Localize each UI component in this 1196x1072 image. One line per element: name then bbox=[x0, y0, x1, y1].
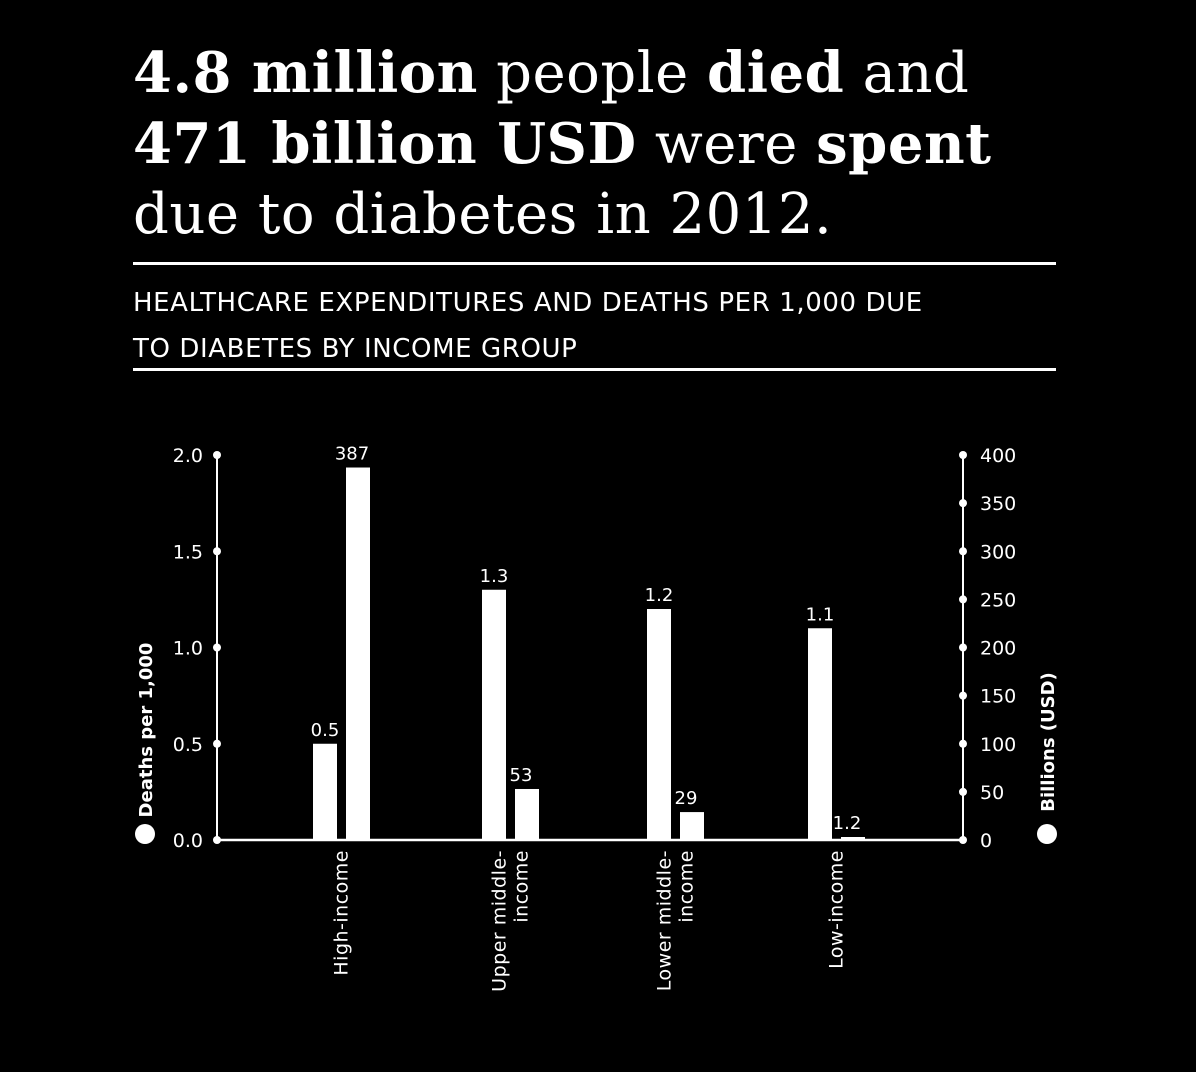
category-label: High-income bbox=[331, 850, 353, 976]
left-tick-label: 1.5 bbox=[173, 541, 203, 563]
subtitle-line-1: HEALTHCARE EXPENDITURES AND DEATHS PER 1… bbox=[133, 288, 923, 318]
category-label: Upper middle-income bbox=[489, 850, 533, 992]
right-tick-label: 0 bbox=[980, 830, 992, 852]
right-tick-dot bbox=[959, 691, 967, 700]
right-tick-label: 400 bbox=[980, 445, 1016, 467]
left-tick-dot bbox=[213, 836, 221, 844]
headline-line-1: 4.8 million people died and bbox=[133, 40, 970, 106]
headline: 4.8 million people died and 471 billion … bbox=[133, 38, 1093, 250]
right-tick-label: 150 bbox=[980, 686, 1016, 708]
bar-deaths bbox=[808, 628, 832, 840]
bar-spend bbox=[515, 788, 539, 840]
right-tick-dot bbox=[959, 499, 967, 508]
left-tick-label: 0.0 bbox=[173, 830, 203, 852]
category-label-line: income bbox=[511, 850, 533, 923]
chart-subtitle: HEALTHCARE EXPENDITURES AND DEATHS PER 1… bbox=[133, 280, 1056, 372]
left-tick-dot bbox=[213, 451, 221, 459]
left-tick-label: 1.0 bbox=[173, 638, 203, 660]
right-tick-dot bbox=[959, 643, 967, 652]
left-axis-title: Deaths per 1,000 bbox=[136, 643, 157, 818]
bar-spend bbox=[346, 467, 370, 840]
right-tick-label: 300 bbox=[980, 541, 1016, 563]
right-tick-dot bbox=[959, 451, 967, 459]
left-tick-label: 2.0 bbox=[173, 445, 203, 467]
category-label: Low-income bbox=[826, 850, 848, 969]
bar-value-label-deaths: 0.5 bbox=[311, 720, 340, 741]
right-tick-dot bbox=[959, 547, 967, 556]
bar-value-label-deaths: 1.2 bbox=[645, 585, 674, 606]
bar-deaths bbox=[313, 743, 337, 840]
bar-deaths bbox=[482, 589, 506, 840]
bottom-divider bbox=[133, 368, 1056, 371]
left-tick-dot bbox=[213, 739, 221, 748]
category-label-line: income bbox=[676, 850, 698, 923]
bar-spend bbox=[841, 837, 865, 840]
top-divider bbox=[133, 262, 1056, 265]
bar-value-label-deaths: 1.3 bbox=[480, 566, 509, 587]
right-tick-label: 100 bbox=[980, 734, 1016, 756]
left-tick-dot bbox=[213, 643, 221, 652]
category-label-line: Lower middle- bbox=[654, 850, 676, 991]
headline-line-3: due to diabetes in 2012. bbox=[133, 182, 833, 247]
right-tick-dot bbox=[959, 595, 967, 604]
left-tick-label: 0.5 bbox=[173, 734, 203, 756]
right-tick-dot bbox=[959, 836, 967, 844]
right-axis-title: Billions (USD) bbox=[1038, 672, 1059, 812]
subtitle-line-2: TO DIABETES BY INCOME GROUP bbox=[133, 334, 578, 364]
headline-line-2: 471 billion USD were spent bbox=[133, 111, 992, 177]
category-label-line: Upper middle- bbox=[489, 850, 511, 992]
right-tick-label: 200 bbox=[980, 638, 1016, 660]
left-tick-dot bbox=[213, 547, 221, 556]
right-tick-label: 50 bbox=[980, 782, 1004, 804]
right-tick-dot bbox=[959, 739, 967, 748]
category-label: Lower middle-income bbox=[654, 850, 698, 991]
category-label-line: Low-income bbox=[826, 850, 848, 969]
category-label-line: High-income bbox=[331, 850, 353, 976]
left-axis-marker-icon bbox=[135, 824, 155, 844]
bar-value-label-spend: 1.2 bbox=[833, 813, 862, 834]
bar-spend bbox=[680, 812, 704, 840]
right-tick-dot bbox=[959, 787, 967, 796]
right-tick-label: 250 bbox=[980, 589, 1016, 611]
bar-deaths bbox=[647, 609, 671, 840]
bar-value-label-spend: 387 bbox=[335, 444, 369, 465]
right-axis-marker-icon bbox=[1037, 824, 1057, 844]
bar-value-label-spend: 29 bbox=[675, 788, 698, 809]
bar-value-label-spend: 53 bbox=[510, 765, 533, 786]
bar-value-label-deaths: 1.1 bbox=[806, 604, 835, 625]
right-tick-label: 350 bbox=[980, 493, 1016, 515]
